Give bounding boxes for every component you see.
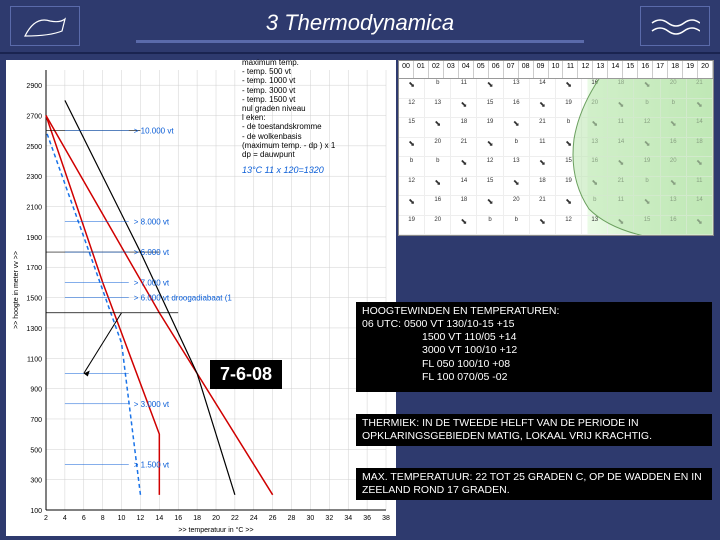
textbox-maxtemp: MAX. TEMPERATUUR: 22 TOT 25 GRADEN C, OP… [356, 468, 712, 500]
time-cell: 17 [653, 61, 668, 78]
time-cell: 02 [429, 61, 444, 78]
svg-text:34: 34 [344, 515, 352, 522]
tb1-l2: 3000 VT 100/10 +12 [422, 344, 706, 357]
svg-text:26: 26 [269, 515, 277, 522]
svg-text:1900: 1900 [26, 235, 42, 242]
tb1-l4: FL 100 070/05 -02 [422, 371, 706, 384]
svg-text:6: 6 [82, 515, 86, 522]
svg-text:> 1.500 vt: > 1.500 vt [134, 460, 170, 469]
svg-text:2500: 2500 [26, 144, 42, 151]
svg-text:2100: 2100 [26, 205, 42, 212]
time-cell: 16 [638, 61, 653, 78]
svg-text:2: 2 [44, 515, 48, 522]
horse-icon [20, 11, 70, 41]
svg-text:>> hoogte in meter vv >>: >> hoogte in meter vv >> [13, 251, 20, 329]
time-cell: 07 [504, 61, 519, 78]
textbox-thermiek: THERMIEK: IN DE TWEEDE HELFT VAN DE PERI… [356, 414, 712, 446]
svg-text:32: 32 [325, 515, 333, 522]
svg-text:100: 100 [30, 508, 42, 515]
time-cell: 14 [608, 61, 623, 78]
svg-text:18: 18 [193, 515, 201, 522]
logo-right [640, 6, 710, 46]
svg-text:24: 24 [250, 515, 258, 522]
time-cell: 19 [683, 61, 698, 78]
svg-text:36: 36 [363, 515, 371, 522]
time-cell: 10 [549, 61, 564, 78]
tb1-l3: FL 050 100/10 +08 [422, 358, 706, 371]
svg-text:20: 20 [212, 515, 220, 522]
svg-text:700: 700 [30, 417, 42, 424]
time-cell: 05 [474, 61, 489, 78]
svg-text:300: 300 [30, 478, 42, 485]
svg-text:8: 8 [101, 515, 105, 522]
time-cell: 06 [489, 61, 504, 78]
svg-text:38: 38 [382, 515, 390, 522]
page-title: 3 Thermodynamica [136, 10, 584, 43]
svg-text:> 8.000 vt: > 8.000 vt [134, 218, 170, 227]
tb1-heading: HOOGTEWINDEN EN TEMPERATUREN: [362, 305, 559, 317]
content: 1003005007009001100130015001700190021002… [0, 54, 720, 540]
logo-left [10, 6, 80, 46]
svg-text:>> temperatuur in °C >>: >> temperatuur in °C >> [178, 526, 253, 534]
date-label: 7-6-08 [210, 360, 282, 389]
svg-text:30: 30 [307, 515, 315, 522]
wave-icon [650, 11, 700, 41]
svg-text:22: 22 [231, 515, 239, 522]
time-cell: 00 [399, 61, 414, 78]
svg-text:4: 4 [63, 515, 67, 522]
title-wrap: 3 Thermodynamica [80, 0, 640, 52]
weather-map: 0001020304050607080910111213141516171819… [398, 60, 714, 236]
chart-annotations: maximum temp.- temp. 500 vt- temp. 1000 … [242, 58, 335, 175]
svg-text:> 10.000 vt: > 10.000 vt [134, 127, 175, 136]
svg-text:14: 14 [155, 515, 163, 522]
svg-text:> 6.000 vt: > 6.000 vt [134, 248, 170, 257]
svg-text:1300: 1300 [26, 326, 42, 333]
header: 3 Thermodynamica [0, 0, 720, 54]
time-cell: 09 [534, 61, 549, 78]
svg-text:900: 900 [30, 387, 42, 394]
time-cell: 20 [698, 61, 713, 78]
svg-text:1100: 1100 [27, 356, 42, 363]
time-cell: 12 [578, 61, 593, 78]
svg-text:2700: 2700 [26, 114, 42, 121]
chart-svg: 100 300 500 700 900 1100 1300 1500 1700 1900 2100 2… [6, 60, 396, 536]
map-body: ⬊b11⬊1314⬊1618⬊20211213⬊1516⬊1920⬊bb⬊15⬊… [399, 79, 713, 235]
time-cell: 08 [519, 61, 534, 78]
time-cell: 18 [668, 61, 683, 78]
svg-text:500: 500 [30, 447, 42, 454]
svg-text:10: 10 [118, 515, 126, 522]
svg-text:12: 12 [137, 515, 145, 522]
textbox-winds: HOOGTEWINDEN EN TEMPERATUREN: 06 UTC: 05… [356, 302, 712, 392]
svg-text:16: 16 [174, 515, 182, 522]
map-time-row: 0001020304050607080910111213141516171819… [399, 61, 713, 79]
svg-text:1700: 1700 [26, 265, 42, 272]
time-cell: 04 [459, 61, 474, 78]
svg-text:28: 28 [288, 515, 296, 522]
svg-text:> 3.000 vt: > 3.000 vt [134, 400, 170, 409]
svg-text:2300: 2300 [26, 174, 42, 181]
svg-text:1500: 1500 [26, 296, 42, 303]
tb1-l1: 1500 VT 110/05 +14 [422, 331, 706, 344]
time-cell: 03 [444, 61, 459, 78]
time-cell: 13 [593, 61, 608, 78]
time-cell: 01 [414, 61, 429, 78]
time-cell: 15 [623, 61, 638, 78]
svg-text:> 6.000 vt droogadiabaat (1: > 6.000 vt droogadiabaat (1 [134, 294, 233, 303]
svg-text:> 7.000 vt: > 7.000 vt [134, 278, 170, 287]
time-cell: 11 [563, 61, 578, 78]
svg-text:2900: 2900 [26, 83, 42, 90]
coastline-icon [399, 79, 714, 236]
tb1-l0: 06 UTC: 0500 VT 130/10-15 +15 [362, 318, 514, 330]
thermo-chart: 100 300 500 700 900 1100 1300 1500 1700 1900 2100 2… [6, 60, 396, 536]
